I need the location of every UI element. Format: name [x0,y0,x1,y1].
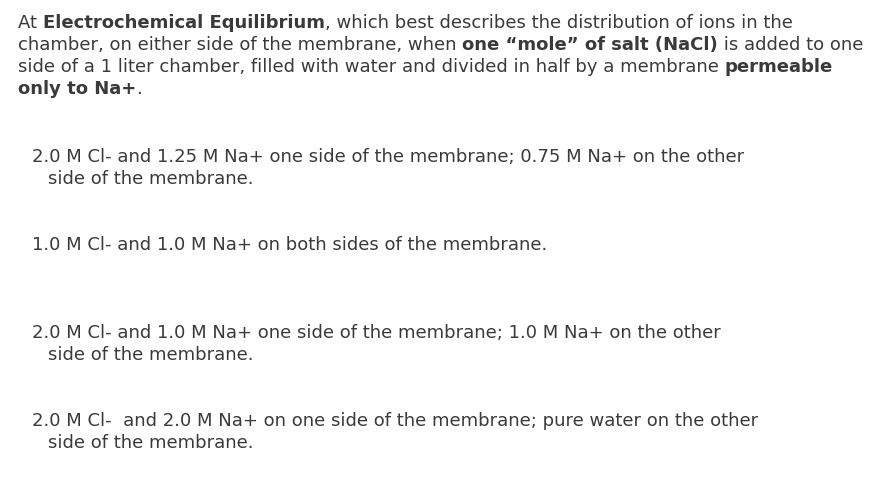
Text: 2.0 M Cl- and 1.25 M Na+ one side of the membrane; 0.75 M Na+ on the other: 2.0 M Cl- and 1.25 M Na+ one side of the… [32,148,744,166]
Text: permeable: permeable [725,58,833,76]
Text: side of the membrane.: side of the membrane. [48,170,254,188]
Text: only to Na+: only to Na+ [18,80,136,98]
Text: is added to one: is added to one [718,36,864,54]
Text: , which best describes the distribution of ions in the: , which best describes the distribution … [325,14,793,32]
Text: chamber, on either side of the membrane, when: chamber, on either side of the membrane,… [18,36,462,54]
Text: side of the membrane.: side of the membrane. [48,434,254,452]
Text: 2.0 M Cl- and 1.0 M Na+ one side of the membrane; 1.0 M Na+ on the other: 2.0 M Cl- and 1.0 M Na+ one side of the … [32,324,721,342]
Text: one “mole” of salt (NaCl): one “mole” of salt (NaCl) [462,36,718,54]
Text: side of a 1 liter chamber, filled with water and divided in half by a membrane: side of a 1 liter chamber, filled with w… [18,58,725,76]
Text: side of the membrane.: side of the membrane. [48,346,254,364]
Text: Electrochemical Equilibrium: Electrochemical Equilibrium [43,14,325,32]
Text: At: At [18,14,43,32]
Text: 1.0 M Cl- and 1.0 M Na+ on both sides of the membrane.: 1.0 M Cl- and 1.0 M Na+ on both sides of… [32,236,547,254]
Text: 2.0 M Cl-  and 2.0 M Na+ on one side of the membrane; pure water on the other: 2.0 M Cl- and 2.0 M Na+ on one side of t… [32,412,758,430]
Text: .: . [136,80,142,98]
